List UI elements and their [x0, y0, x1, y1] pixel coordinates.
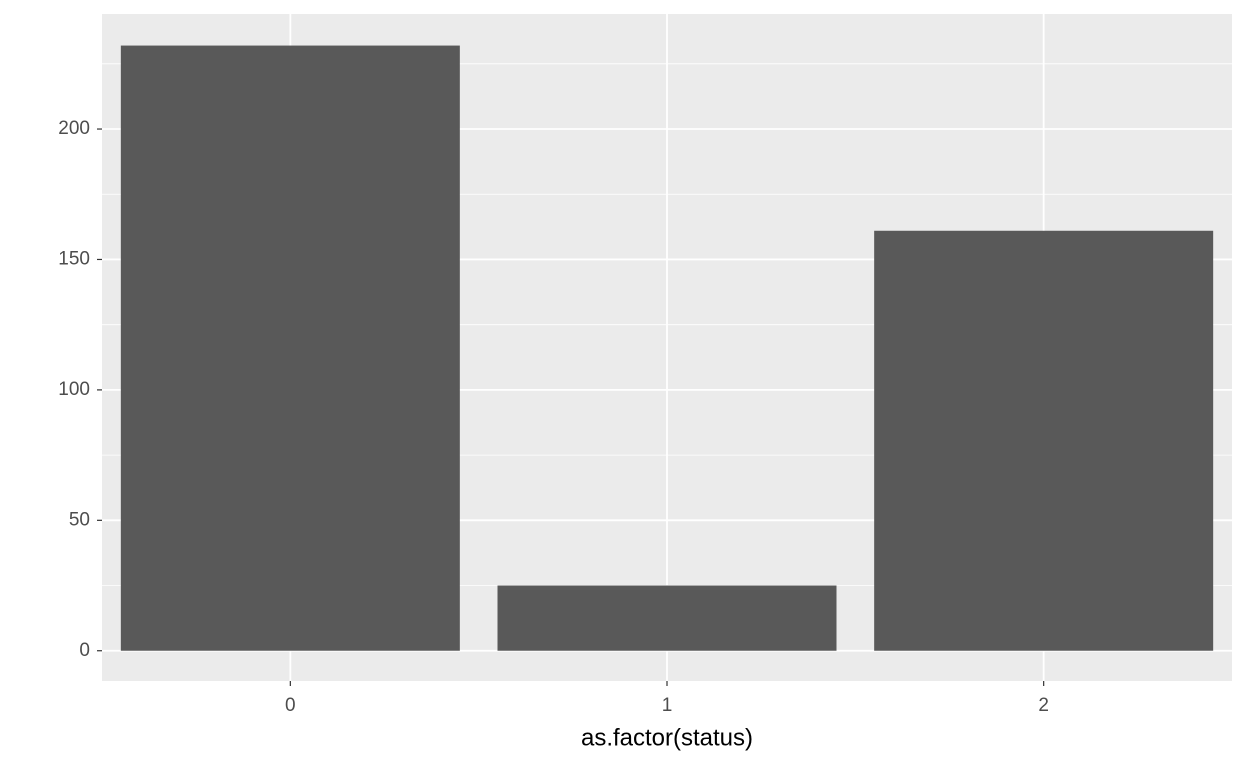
y-tick-label: 200	[58, 118, 90, 139]
bar	[874, 230, 1214, 651]
y-tick-label: 50	[69, 509, 90, 530]
y-tick-label: 100	[58, 379, 90, 400]
y-tick-label: 150	[58, 248, 90, 269]
marks	[120, 45, 1214, 651]
x-tick-label: 1	[662, 695, 673, 716]
x-tick-label: 0	[285, 695, 296, 716]
x-axis-title: as.factor(status)	[581, 724, 753, 751]
bar	[120, 45, 460, 651]
y-tick-label: 0	[79, 640, 90, 661]
bar	[497, 585, 837, 651]
x-tick-label: 2	[1038, 695, 1049, 716]
